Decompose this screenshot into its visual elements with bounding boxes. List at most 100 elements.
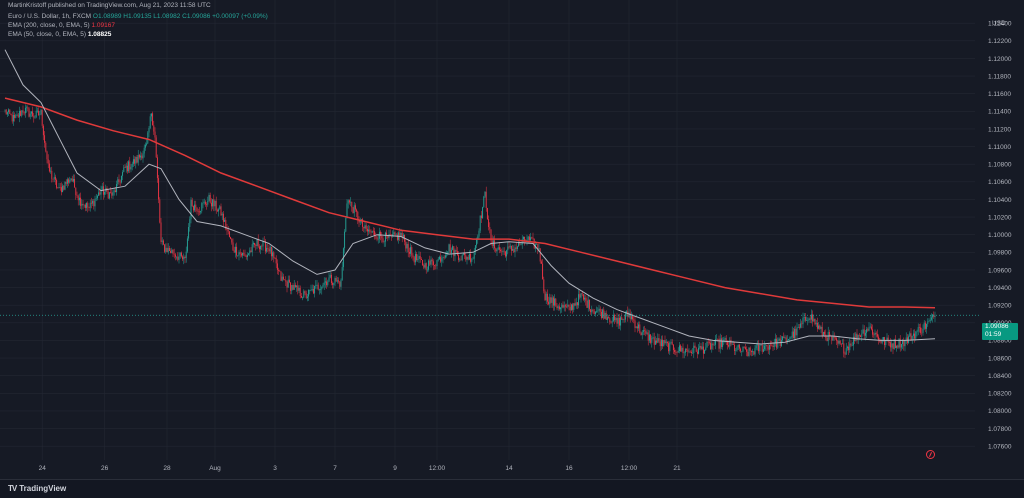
- candle-body: [608, 317, 610, 319]
- candle-body: [924, 322, 926, 329]
- candle-body: [291, 285, 293, 291]
- candle-body: [280, 271, 282, 281]
- candle-body: [392, 234, 394, 236]
- candle-body: [933, 314, 935, 317]
- candle-body: [347, 200, 349, 204]
- candle-body: [111, 192, 113, 196]
- candle-body: [800, 323, 802, 328]
- currency-label[interactable]: USD: [992, 20, 1006, 27]
- candle-body: [86, 202, 88, 208]
- candle-body: [665, 341, 667, 344]
- candle-body: [892, 343, 894, 349]
- candle-body: [98, 192, 100, 196]
- candle-body: [9, 109, 11, 114]
- candle-body: [23, 112, 25, 114]
- candle-body: [843, 343, 845, 354]
- candle-body: [368, 229, 370, 232]
- candle-body: [746, 349, 748, 352]
- candle-body: [887, 337, 889, 343]
- y-tick-label: 1.11600: [988, 91, 1011, 98]
- candle-body: [600, 311, 602, 318]
- candle-body: [899, 338, 901, 348]
- candle-body: [231, 238, 233, 243]
- candle-body: [171, 249, 173, 253]
- candle-body: [326, 281, 328, 286]
- candle-body: [47, 159, 49, 164]
- candle-body: [620, 317, 622, 326]
- price-axis[interactable]: 1.12400 1.12200 1.12000 1.11800 1.11600 1.114…: [988, 21, 1012, 451]
- candle-body: [428, 260, 430, 270]
- candle-body: [803, 316, 805, 318]
- candle-body: [738, 344, 740, 349]
- candle-body: [377, 238, 379, 240]
- candle-body: [482, 207, 484, 218]
- candle-body: [14, 114, 16, 118]
- candle-body: [80, 197, 82, 206]
- candle-body: [500, 249, 502, 252]
- candle-body: [761, 344, 763, 352]
- candle-body: [587, 299, 589, 308]
- candle-body: [372, 230, 374, 232]
- candle-body: [414, 254, 416, 263]
- candle-body: [255, 244, 257, 246]
- candle-body: [833, 336, 835, 338]
- candle-body: [412, 255, 414, 258]
- candle-body: [663, 340, 665, 347]
- candle-body: [610, 322, 612, 323]
- candle-body: [407, 243, 409, 252]
- candle-body: [710, 342, 712, 350]
- candle-body: [544, 291, 546, 301]
- candle-body: [562, 304, 564, 308]
- candle-body: [755, 345, 757, 349]
- candle-body: [622, 319, 624, 320]
- candle-body: [227, 230, 229, 232]
- candle-body: [21, 110, 23, 116]
- candle-body: [147, 132, 149, 144]
- candle-body: [798, 327, 800, 328]
- candle-body: [123, 167, 125, 173]
- y-tick-label: 1.10800: [988, 162, 1012, 169]
- candle-body: [89, 202, 91, 208]
- candle-body: [424, 263, 426, 268]
- candle-body: [910, 333, 912, 341]
- candle-body: [796, 327, 798, 336]
- candle-body: [510, 245, 512, 251]
- candle-body: [5, 109, 7, 115]
- candle-body: [744, 347, 746, 350]
- tv-logo-icon: TV: [8, 484, 17, 493]
- candle-body: [452, 246, 454, 250]
- candle-body: [628, 312, 630, 317]
- candle-body: [256, 239, 258, 246]
- candle-body: [303, 291, 305, 298]
- candle-body: [699, 345, 701, 348]
- candle-body: [180, 252, 182, 257]
- symbol-legend[interactable]: Euro / U.S. Dollar, 1h, FXCM O1.08989 H1…: [8, 13, 268, 21]
- candle-body: [6, 112, 8, 115]
- candle-body: [48, 163, 50, 172]
- candle-body: [22, 110, 24, 113]
- candle-body: [714, 339, 716, 345]
- candle-body: [104, 191, 106, 195]
- alert-clock-icon[interactable]: [926, 450, 935, 459]
- candle-body: [370, 231, 372, 233]
- candle-body: [281, 276, 283, 281]
- candle-body: [603, 309, 605, 319]
- time-axis[interactable]: 24 26 28 Aug 3 7 9 12:00 14 16 12:00 21: [39, 465, 681, 472]
- candle-body: [585, 297, 587, 301]
- candle-body: [575, 302, 577, 306]
- y-tick-label: 1.10400: [988, 197, 1012, 204]
- ema50-legend[interactable]: EMA (50, close, 0, EMA, 5) 1.08825: [8, 31, 111, 39]
- candle-body: [483, 196, 485, 208]
- candle-body: [340, 279, 342, 287]
- candle-body: [335, 277, 337, 282]
- candle-body: [308, 289, 310, 297]
- candle-body: [257, 239, 259, 247]
- candle-body: [126, 165, 128, 172]
- ema200-legend[interactable]: EMA (200, close, 0, EMA, 5) 1.09167: [8, 22, 115, 30]
- candle-body: [150, 113, 152, 117]
- candle-body: [122, 172, 124, 176]
- candle-body: [506, 250, 508, 257]
- tradingview-logo[interactable]: TV TradingView: [8, 484, 66, 493]
